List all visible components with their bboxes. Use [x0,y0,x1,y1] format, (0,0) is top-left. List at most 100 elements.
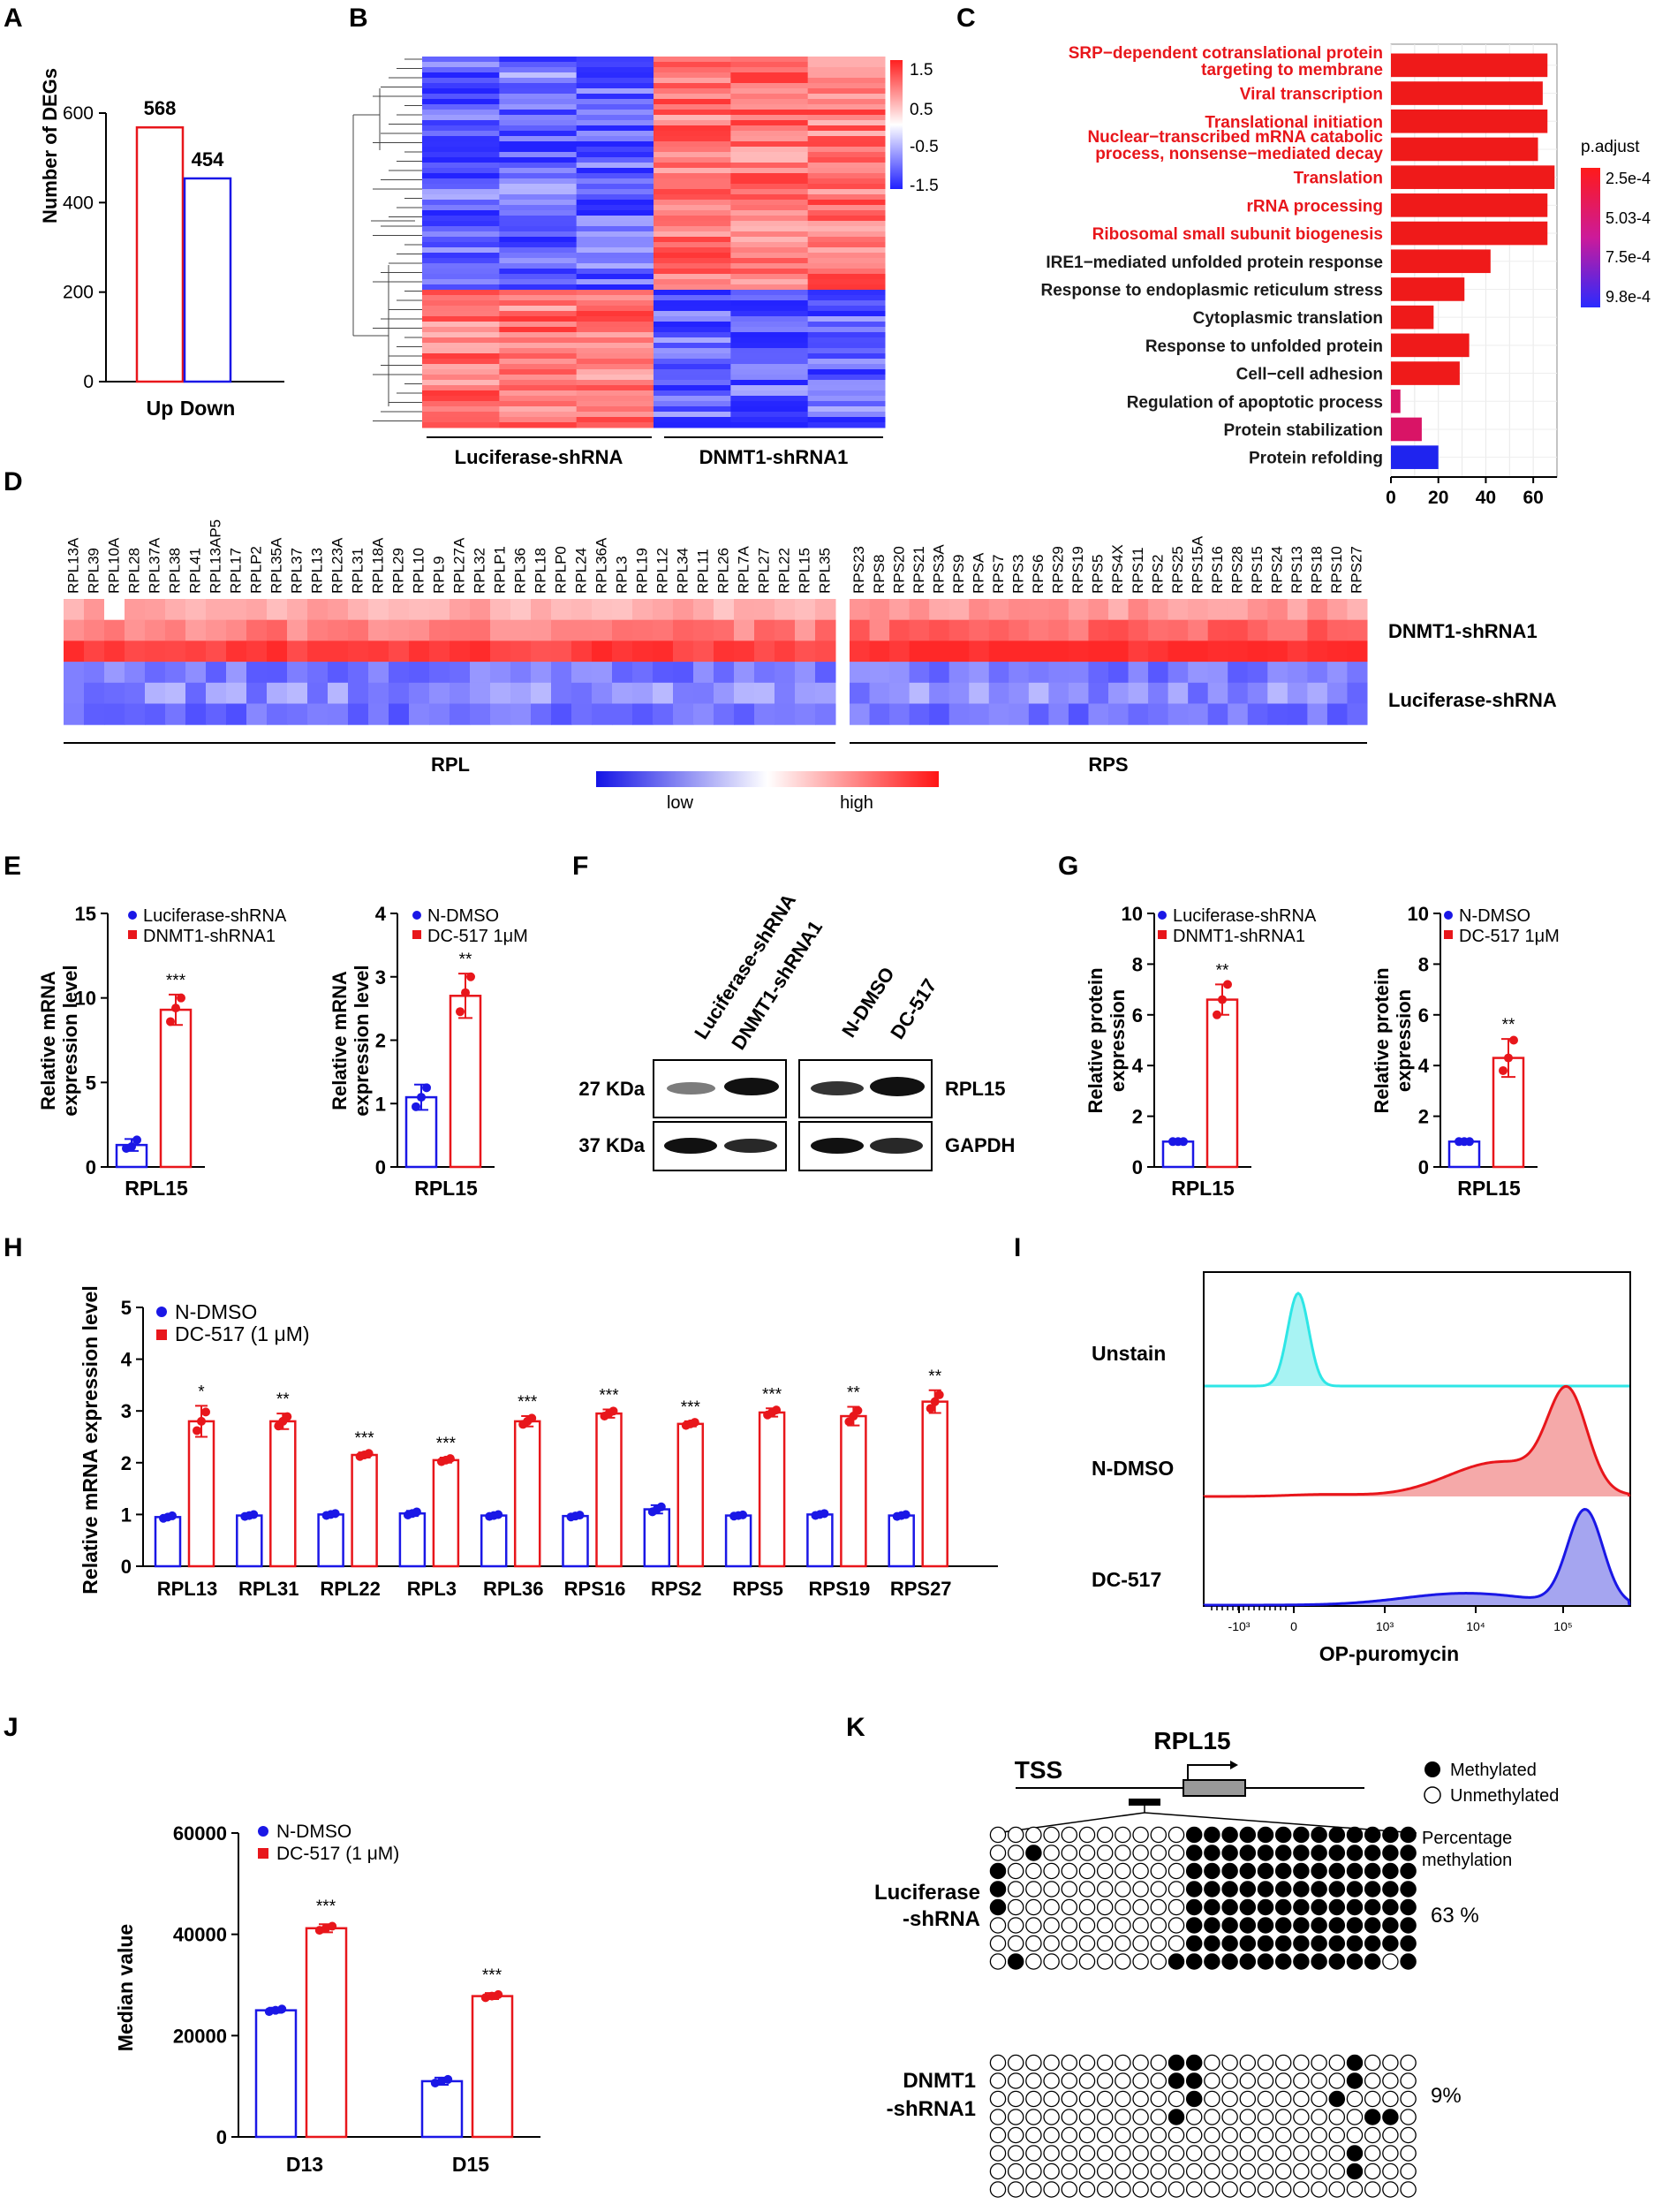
cpg-methylated [1239,1845,1257,1861]
cpg-unmethylated [1150,1917,1167,1934]
panel-d-cell [909,599,930,621]
heatmap-b-cell [576,359,654,365]
panel-d-gene-label: RPL35 [817,548,834,594]
cpg-unmethylated [1132,1862,1149,1880]
heatmap-b-cell [807,343,886,349]
heatmap-b-cell [422,412,500,418]
heatmap-b-cell [576,168,654,174]
panel-d-cell [531,599,552,621]
heatmap-b-cell [576,88,654,95]
heatmap-b-cell [576,231,654,238]
panel-d-cell [1028,640,1049,663]
cpg-unmethylated [1115,1935,1131,1952]
panel-d-cell [571,682,593,704]
heatmap-b-cell [654,290,731,296]
cpg-unmethylated [1061,1935,1078,1952]
cpg-unmethylated [1132,2072,1149,2089]
cpg-unmethylated [1274,2145,1292,2162]
panel-d-cell [226,599,247,621]
heatmap-b-cell [807,237,886,243]
panel-d-cell [775,703,796,725]
panel-d-cell [889,682,911,704]
heatmap-b-cell [730,385,809,391]
panelG1-ytick-label: 2 [1132,1106,1143,1128]
blot-kda-row1: 27 KDa [578,1078,645,1100]
heatmap-b-cell [730,115,809,121]
panel-d-gene-label: RPS10 [1328,546,1345,594]
heatmap-b-cell [499,322,578,328]
cpg-unmethylated [1007,2054,1024,2072]
panel-d-cell [429,662,450,684]
panel-d-cell [1207,599,1228,621]
panelE2-ytick-label: 0 [375,1156,386,1178]
panel-d-cell [307,599,329,621]
heatmap-b-cell [807,157,886,163]
panel-i-histogram-fill [1205,1509,1629,1605]
cpg-unmethylated [1043,2109,1060,2125]
cpg-methylated [989,1881,1007,1898]
cpg-unmethylated [1382,2126,1399,2144]
panel-d-cell [206,703,227,725]
panelG2-ytick-label: 0 [1418,1156,1429,1178]
cpg-unmethylated [1025,2090,1042,2108]
panel-d-cell [185,599,207,621]
cpg-methylated [1346,1881,1364,1898]
heatmap-b-cell [576,375,654,381]
panel-d-gene-label: RPS7 [990,555,1007,594]
heatmap-b-cell [422,231,500,238]
heatmap-b-cell [730,157,809,163]
heatmap-b-cell [807,184,886,190]
cpg-unmethylated [1150,2090,1167,2108]
panel-d-cell [1148,619,1169,641]
panel-d-cell [1009,599,1030,621]
heatmap-b-cell [654,300,731,307]
heatmap-b-cell [422,200,500,206]
heatmap-b-cell [499,136,578,142]
panel-d-cell [734,619,755,641]
panel-d-cell [1287,662,1308,684]
panel-h-bar [921,1400,948,1568]
heatmap-b-cell [499,125,578,132]
heatmap-b-cell [499,279,578,285]
panel-d-cell [1307,619,1328,641]
panel-d-gene-label: RPS25 [1169,546,1186,594]
panel-j-significance: *** [316,1898,336,1916]
panel-d-gene-label: RPS24 [1269,546,1286,594]
heatmap-b-cell [807,396,886,402]
heatmap-b-cell [730,62,809,68]
cpg-methylated [1185,1862,1203,1880]
panel-d-cell [1287,682,1308,704]
panel-d-cell [1228,619,1249,641]
heatmap-b-cell [654,385,731,391]
panel-c-legend-label: 2.5e-4 [1606,170,1651,187]
heatmap-b-cell [730,226,809,232]
cpg-methylated [1400,1845,1417,1861]
panel-d-cell [125,619,146,641]
panel-d-cell [1228,703,1249,725]
panel-d-cell [592,703,613,725]
cpg-methylated [1346,1826,1364,1844]
panel-d-gene-label: RPL28 [126,548,143,594]
panel-h-point [901,1510,911,1519]
panel-d-cell [1347,619,1368,641]
cpg-unmethylated [1400,2126,1417,2144]
heatmap-b-cell [422,258,500,264]
panel-d-gene-label: RPL18A [370,537,387,594]
cpg-methylated [1293,1935,1310,1952]
panel-h-bar [432,1458,460,1568]
cpg-unmethylated [1150,1845,1167,1861]
heatmap-b-cell [422,104,500,110]
panel-d-cell [246,599,268,621]
panel-d-cell [869,682,890,704]
cpg-methylated [1239,1935,1257,1952]
cpg-methylated [1364,1917,1381,1934]
heatmap-b-cell [576,178,654,185]
heatmap-b-cell [654,422,731,428]
cpg-methylated [1221,1881,1238,1898]
cpg-unmethylated [1115,2090,1131,2108]
heatmap-b-cell [422,327,500,333]
panel-d-cell [1088,640,1109,663]
panel-d-cell [775,640,796,663]
heatmap-b-cell [499,343,578,349]
